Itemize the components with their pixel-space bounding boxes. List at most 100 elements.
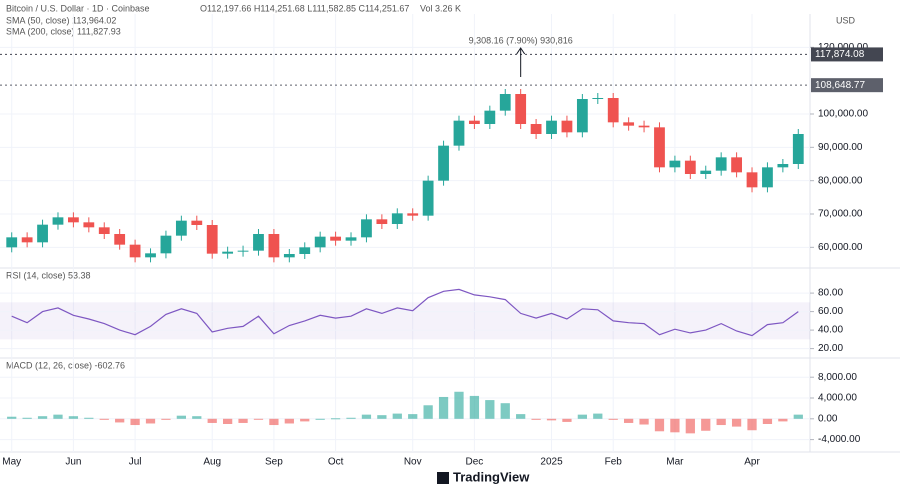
indicator-legend: SMA (200, close) 111,827.93 — [6, 26, 121, 36]
macd-histogram-bar — [392, 413, 402, 419]
macd-histogram-bar — [454, 391, 464, 419]
candle-body — [83, 222, 95, 228]
y-tick-label: 4,000.00 — [818, 393, 857, 404]
candle-body — [530, 124, 542, 134]
x-tick-label: Aug — [203, 457, 221, 468]
candle-body — [792, 134, 804, 164]
candle-body — [175, 220, 187, 236]
macd-histogram-bar — [7, 416, 17, 419]
candle-body — [638, 125, 650, 128]
macd-histogram-bar — [716, 418, 726, 426]
candle-body — [422, 180, 434, 216]
macd-histogram-bar — [99, 418, 109, 420]
x-tick-label: Oct — [328, 457, 344, 468]
x-tick-label: Sep — [265, 457, 283, 468]
x-tick-label: Jul — [129, 457, 142, 468]
macd-histogram-bar — [438, 396, 449, 419]
macd-histogram-bar — [624, 418, 634, 423]
macd-histogram-bar — [408, 414, 418, 419]
candle-body — [777, 164, 789, 168]
candle-body — [684, 160, 696, 174]
candle-body — [376, 219, 388, 224]
x-tick-label: May — [2, 457, 21, 468]
macd-histogram-bar — [562, 418, 572, 422]
macd-histogram-bar — [176, 415, 186, 419]
price-tag-label: 108,648.77 — [815, 80, 865, 91]
macd-histogram-bar — [593, 413, 603, 419]
candle-body — [345, 237, 357, 241]
candle-body — [299, 247, 311, 254]
candle-body — [592, 98, 604, 99]
macd-histogram-bar — [22, 417, 32, 419]
y-tick-label: 70,000.00 — [818, 209, 863, 220]
logo-text: TradingView — [453, 469, 530, 484]
candle-body — [21, 237, 33, 243]
candle-body — [391, 213, 403, 224]
macd-histogram-bar — [685, 418, 695, 434]
macd-histogram-bar — [223, 418, 233, 424]
indicator-legend: SMA (50, close) 113,964.02 — [6, 15, 116, 25]
macd-histogram-bar — [300, 418, 310, 422]
macd-histogram-bar — [207, 418, 217, 423]
candle-body — [607, 98, 619, 123]
candle-body — [283, 254, 295, 258]
macd-histogram-bar — [423, 405, 433, 419]
watermark-logo: TradingView — [437, 469, 530, 484]
macd-histogram-bar — [577, 414, 587, 419]
candle-body — [515, 94, 527, 124]
candle-body — [330, 236, 341, 241]
ohlc-values: O112,197.66 H114,251.68 L111,582.85 C114… — [200, 3, 409, 13]
macd-histogram-bar — [747, 418, 757, 431]
rsi-legend: RSI (14, close) 53.38 — [6, 270, 91, 280]
currency: USD — [836, 15, 856, 25]
candle-body — [268, 234, 280, 258]
candle-body — [222, 251, 234, 254]
measure-arrowhead — [516, 47, 526, 55]
candle-body — [52, 217, 64, 225]
candle-body — [561, 120, 573, 133]
macd-histogram-bar — [161, 418, 171, 420]
macd-histogram-bar — [701, 418, 711, 431]
candle-body — [68, 217, 79, 223]
macd-histogram-bar — [115, 418, 125, 423]
macd-histogram-bar — [531, 418, 541, 420]
logo-mark — [437, 472, 449, 484]
y-tick-label: 8,000.00 — [818, 372, 857, 383]
macd-histogram-bar — [500, 403, 510, 419]
y-tick-label: 0.00 — [818, 413, 838, 424]
y-tick-label: -4,000.00 — [818, 434, 861, 445]
macd-histogram-bar — [37, 416, 48, 419]
candle-body — [129, 244, 141, 258]
x-tick-label: Apr — [744, 457, 760, 468]
candle-body — [762, 167, 773, 188]
macd-histogram-bar — [485, 400, 495, 419]
macd-histogram-bar — [84, 417, 94, 419]
candle-body — [715, 157, 727, 171]
candle-body — [746, 172, 758, 188]
x-tick-label: Nov — [404, 457, 422, 468]
macd-histogram-bar — [608, 418, 618, 420]
symbol-title: Bitcoin / U.S. Dollar · 1D · Coinbase — [6, 3, 150, 13]
price-tag — [811, 78, 883, 93]
measure-label: 9,308.16 (7.90%) 930,816 — [469, 35, 573, 45]
candle-body — [160, 235, 172, 254]
candle-body — [314, 236, 326, 248]
volume: Vol 3.26 K — [420, 3, 461, 13]
macd-histogram-bar — [68, 416, 79, 419]
candle-body — [206, 225, 218, 254]
macd-histogram-bar — [253, 418, 264, 420]
candle-body — [669, 160, 681, 168]
candle-body — [453, 120, 465, 146]
candle-body — [700, 170, 712, 174]
macd-histogram-bar — [639, 418, 649, 425]
macd-histogram-bar — [361, 414, 372, 419]
x-tick-label: 2025 — [540, 457, 563, 468]
candle-body — [145, 253, 156, 258]
candle-body — [623, 122, 635, 126]
price-tag-label: 117,874.08 — [815, 49, 865, 60]
macd-legend: MACD (12, 26, close) -602.76 — [6, 360, 125, 370]
candle-body — [6, 237, 18, 248]
candle-body — [731, 157, 742, 173]
candle-body — [37, 224, 48, 243]
